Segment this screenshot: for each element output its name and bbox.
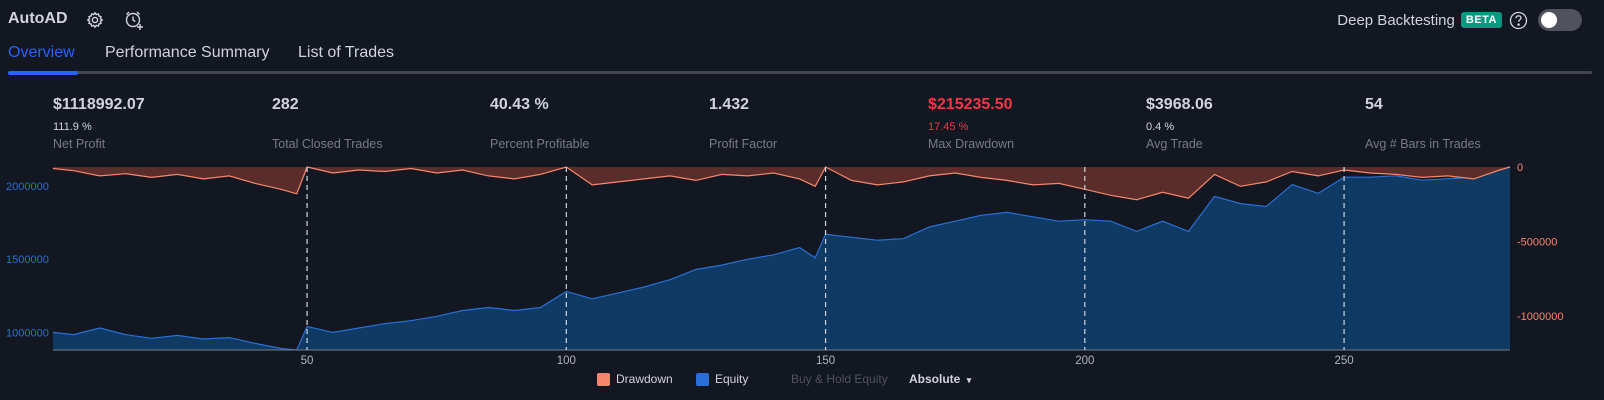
y-left-tick-label: 1000000 (6, 327, 49, 339)
stat-value: 40.43 % (490, 96, 549, 113)
legend-drawdown[interactable]: Drawdown (597, 372, 673, 386)
y-left-tick-label: 1500000 (6, 254, 49, 266)
stat-sub: 17.45 % (928, 121, 969, 133)
stat-value: $1118992.07 (53, 96, 145, 113)
tab-active-indicator (8, 71, 78, 75)
stat-profit-factor: 1.432 Profit Factor (709, 96, 919, 151)
help-icon[interactable] (1508, 10, 1528, 30)
stat-value: $215235.50 (928, 96, 1013, 113)
tab-track (8, 71, 1592, 74)
legend-equity-label: Equity (715, 372, 749, 386)
y-left-tick-label: 2000000 (6, 181, 49, 193)
deep-backtesting-label: Deep Backtesting (1337, 11, 1455, 29)
drawdown-area (53, 167, 1510, 200)
gear-icon[interactable] (83, 8, 107, 32)
x-tick-label: 250 (1334, 355, 1353, 367)
stat-label: Profit Factor (709, 137, 778, 151)
equity-area (53, 167, 1510, 350)
stat-sub: 111.9 % (53, 121, 92, 133)
tab-performance-summary[interactable]: Performance Summary (105, 44, 270, 61)
strategy-name: AutoAD (8, 10, 68, 27)
stat-sub (1365, 121, 1575, 134)
stat-net-profit: $1118992.07 111.9 % Net Profit (53, 96, 263, 151)
x-tick-label: 100 (557, 355, 576, 367)
stat-label: Avg Trade (1146, 137, 1203, 151)
stat-value: 282 (272, 96, 299, 113)
stat-label: Net Profit (53, 137, 106, 151)
stat-avg-trade: $3968.06 0.4 % Avg Trade (1146, 96, 1356, 151)
alarm-add-icon[interactable] (122, 8, 146, 32)
deep-backtesting-control: Deep Backtesting BETA (1337, 8, 1582, 32)
stat-sub (709, 121, 919, 134)
equity-drawdown-chart[interactable]: 50 100 150 200 250 1000000 1500000 2000000 0 -500… (0, 160, 1604, 368)
scale-mode-dropdown[interactable]: Absolute ▾ (909, 372, 971, 386)
stat-sub (272, 121, 482, 134)
x-tick-label: 200 (1075, 355, 1094, 367)
legend-equity[interactable]: Equity (696, 372, 748, 386)
beta-badge: BETA (1460, 12, 1502, 28)
chart-legend: Drawdown Equity Buy & Hold Equity Absolu… (0, 372, 1604, 392)
stat-sub (490, 121, 700, 134)
legend-buy-hold-label: Buy & Hold Equity (791, 372, 888, 386)
stat-value: 54 (1365, 96, 1383, 113)
tab-list-of-trades[interactable]: List of Trades (298, 44, 395, 61)
toggle-knob (1541, 12, 1557, 28)
stat-max-drawdown: $215235.50 17.45 % Max Drawdown (928, 96, 1138, 151)
stat-avg-bars-in-trades: 54 Avg # Bars in Trades (1365, 96, 1575, 151)
stat-total-closed-trades: 282 Total Closed Trades (272, 96, 482, 151)
legend-buy-hold[interactable]: Buy & Hold Equity (791, 372, 888, 386)
y-right-tick-label: 0 (1517, 162, 1523, 174)
y-right-tick-label: -1000000 (1517, 311, 1564, 323)
stat-value: $3968.06 (1146, 96, 1213, 113)
legend-drawdown-label: Drawdown (616, 372, 673, 386)
stats-row: $1118992.07 111.9 % Net Profit 282 Total… (0, 96, 1604, 156)
stat-value: 1.432 (709, 96, 750, 113)
deep-backtesting-toggle[interactable] (1538, 9, 1582, 31)
y-right-tick-label: -500000 (1517, 236, 1557, 248)
x-tick-label: 50 (301, 355, 314, 367)
strategy-header: AutoAD Deep Backtesting BETA (0, 0, 1604, 40)
tab-bar: Overview Performance Summary List of Tra… (0, 40, 1604, 76)
stat-sub: 0.4 % (1146, 121, 1175, 133)
stat-label: Max Drawdown (928, 137, 1015, 151)
x-tick-label: 150 (816, 355, 835, 367)
scale-mode-label: Absolute (909, 372, 961, 386)
equity-swatch (696, 372, 709, 386)
drawdown-swatch (597, 372, 610, 386)
tab-overview[interactable]: Overview (8, 44, 75, 61)
stat-label: Percent Profitable (490, 137, 590, 151)
chevron-down-icon: ▾ (966, 375, 972, 385)
stat-label: Avg # Bars in Trades (1365, 137, 1481, 151)
stat-label: Total Closed Trades (272, 137, 383, 151)
stat-percent-profitable: 40.43 % Percent Profitable (490, 96, 700, 151)
drawdown-line (52, 166, 1511, 201)
